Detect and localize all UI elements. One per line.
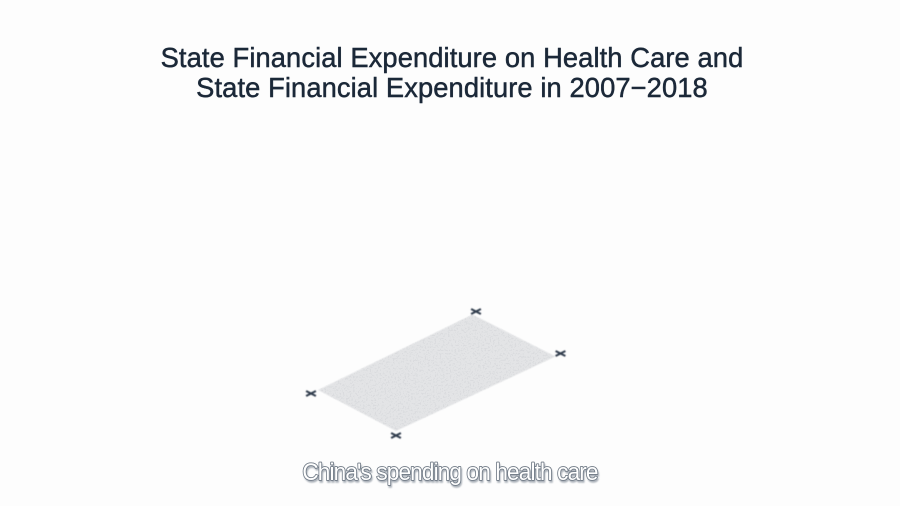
svg-text:China's spending on health car: China's spending on health care xyxy=(302,458,597,485)
svg-text:China's spending on health car: China's spending on health care xyxy=(303,460,598,487)
